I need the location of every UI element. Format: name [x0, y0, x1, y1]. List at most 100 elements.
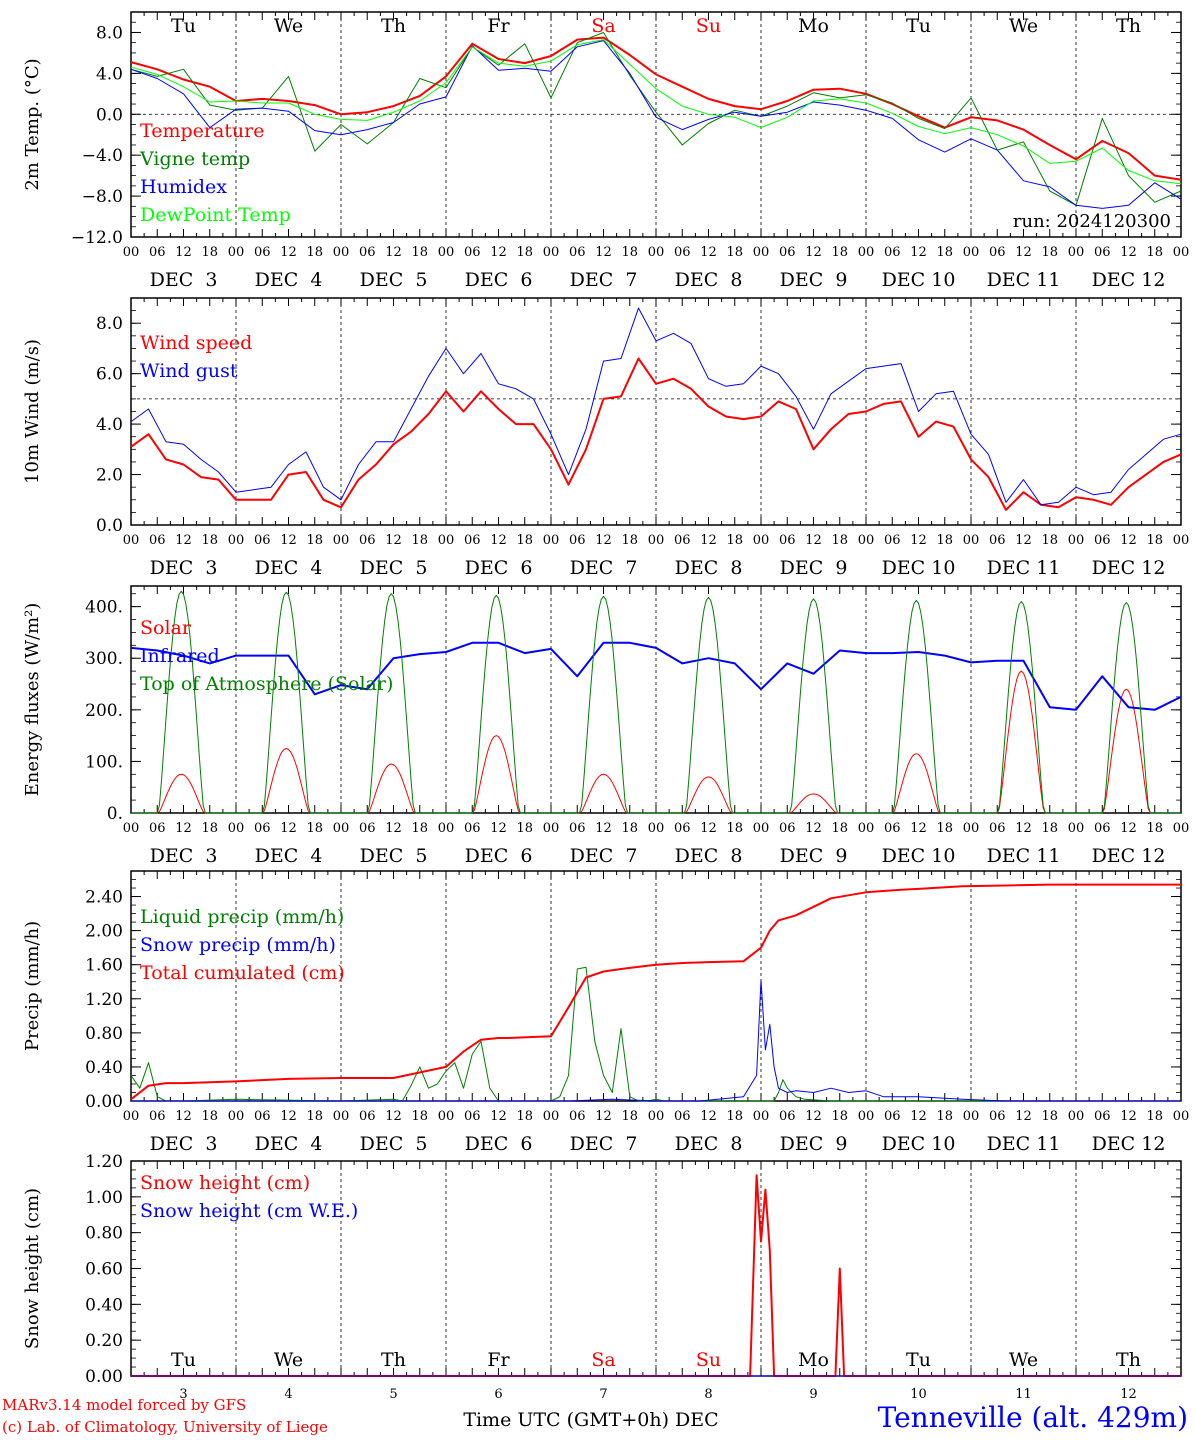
legend-entry: Humidex [140, 176, 227, 198]
x-date-label: DEC 8 [675, 845, 743, 867]
x-day-number: 7 [599, 1387, 607, 1402]
x-hour-label: 18 [306, 245, 323, 260]
y-tick-label: 1.20 [85, 1152, 123, 1172]
day-name: Su [696, 1349, 721, 1371]
x-hour-label: 06 [359, 533, 376, 548]
x-date-label: DEC 7 [570, 845, 638, 867]
x-hour-label: 00 [123, 1109, 140, 1124]
x-hour-label: 00 [963, 533, 980, 548]
y-tick-label: 1.20 [85, 990, 123, 1010]
y-tick-label: 0.00 [85, 1092, 123, 1112]
x-day-number: 6 [494, 1387, 502, 1402]
x-hour-label: 06 [569, 1109, 586, 1124]
x-hour-label: 00 [543, 1109, 560, 1124]
x-hour-label: 12 [700, 245, 717, 260]
x-hour-label: 00 [543, 533, 560, 548]
day-name: Tu [906, 15, 931, 37]
x-day-number: 12 [1120, 1387, 1137, 1402]
series-line [130, 40, 1182, 209]
x-hour-label: 06 [884, 245, 901, 260]
x-hour-label: 00 [228, 533, 245, 548]
x-hour-label: 00 [963, 1109, 980, 1124]
x-day-number: 8 [704, 1387, 712, 1402]
x-hour-label: 18 [516, 245, 533, 260]
x-axis-title: Time UTC (GMT+0h) DEC [463, 1409, 718, 1431]
y-tick-label: 0.00 [85, 1367, 123, 1387]
model-credit: MARv3.14 model forced by GFS [2, 1396, 247, 1414]
x-hour-label: 00 [333, 533, 350, 548]
x-hour-label: 00 [753, 1109, 770, 1124]
x-date-label: DEC 9 [780, 269, 848, 291]
legend-entry: Vigne temp [139, 148, 250, 170]
y-axis-title: 10m Wind (m/s) [22, 339, 43, 484]
x-hour-label: 12 [385, 1109, 402, 1124]
x-hour-label: 00 [543, 821, 560, 836]
x-hour-label: 06 [254, 821, 271, 836]
x-hour-label: 18 [621, 245, 638, 260]
x-hour-label: 18 [726, 533, 743, 548]
x-hour-label: 12 [1015, 245, 1032, 260]
x-date-label: DEC 10 [882, 845, 956, 867]
y-tick-label: 0.0 [96, 105, 123, 125]
x-date-label: DEC 12 [1092, 557, 1166, 579]
day-name: Fr [487, 1349, 510, 1371]
legend-entry: Wind speed [140, 332, 252, 354]
x-hour-label: 06 [989, 533, 1006, 548]
y-tick-label: 6.0 [96, 365, 123, 385]
x-hour-label: 06 [464, 533, 481, 548]
x-hour-label: 18 [936, 821, 953, 836]
y-tick-label: 300. [85, 649, 123, 669]
x-hour-label: 12 [175, 245, 192, 260]
x-day-number: 3 [179, 1387, 187, 1402]
legend-entry: Infrared [140, 645, 220, 667]
x-hour-label: 06 [149, 533, 166, 548]
x-day-number: 10 [910, 1387, 927, 1402]
x-hour-label: 18 [306, 821, 323, 836]
x-hour-label: 06 [884, 1109, 901, 1124]
day-name: Th [1116, 15, 1141, 37]
x-hour-label: 06 [779, 533, 796, 548]
x-hour-label: 18 [1041, 821, 1058, 836]
x-hour-label: 12 [175, 533, 192, 548]
x-hour-label: 18 [516, 821, 533, 836]
x-hour-label: 12 [385, 533, 402, 548]
x-hour-label: 06 [779, 245, 796, 260]
x-hour-label: 12 [175, 1109, 192, 1124]
x-hour-label: 06 [674, 245, 691, 260]
x-hour-label: 12 [1120, 1109, 1137, 1124]
x-hour-label: 00 [1068, 821, 1085, 836]
x-hour-label: 18 [201, 1109, 218, 1124]
x-hour-label: 12 [1015, 821, 1032, 836]
x-hour-label: 12 [805, 1109, 822, 1124]
y-tick-label: 2.00 [85, 922, 123, 942]
x-hour-label: 06 [779, 821, 796, 836]
legend-entry: Wind gust [140, 360, 238, 382]
x-hour-label: 00 [648, 533, 665, 548]
x-hour-label: 18 [201, 533, 218, 548]
y-tick-label: 2.0 [96, 466, 123, 486]
x-hour-label: 00 [753, 245, 770, 260]
x-hour-label: 06 [464, 245, 481, 260]
x-date-label: DEC 7 [570, 1133, 638, 1155]
x-hour-label: 12 [175, 821, 192, 836]
x-hour-label: 18 [936, 1109, 953, 1124]
x-date-label: DEC 5 [360, 845, 428, 867]
x-hour-label: 00 [858, 533, 875, 548]
day-name: Mo [798, 15, 829, 37]
series-line [131, 979, 1181, 1102]
x-day-number: 11 [1015, 1387, 1032, 1402]
x-hour-label: 06 [359, 1109, 376, 1124]
x-hour-label: 00 [1173, 245, 1190, 260]
x-hour-label: 00 [858, 245, 875, 260]
x-hour-label: 12 [910, 245, 927, 260]
x-hour-label: 18 [621, 821, 638, 836]
x-hour-label: 18 [726, 1109, 743, 1124]
x-hour-label: 18 [201, 245, 218, 260]
x-hour-label: 18 [831, 1109, 848, 1124]
y-tick-label: 200. [85, 701, 123, 721]
x-hour-label: 18 [411, 245, 428, 260]
x-hour-label: 06 [989, 1109, 1006, 1124]
x-hour-label: 00 [228, 821, 245, 836]
x-date-label: DEC 8 [675, 557, 743, 579]
x-hour-label: 06 [674, 533, 691, 548]
